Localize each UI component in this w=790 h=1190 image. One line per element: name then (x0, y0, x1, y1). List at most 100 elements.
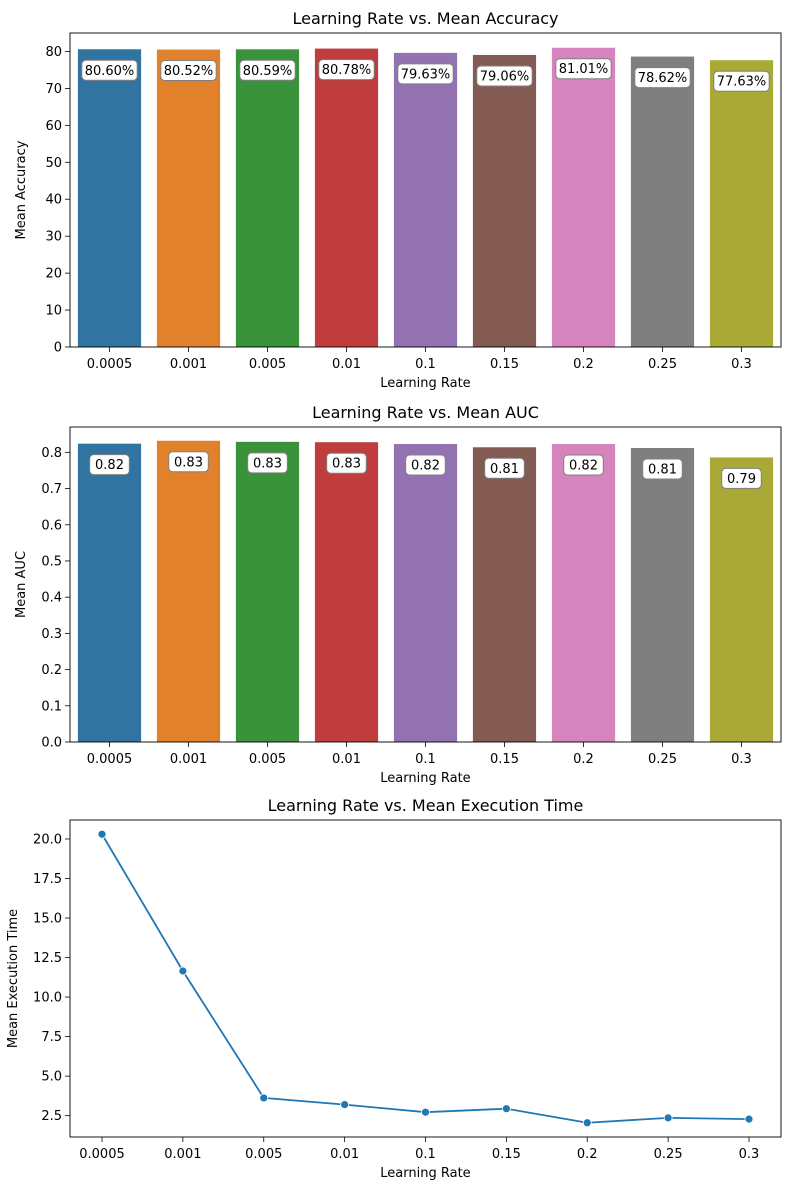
data-label: 81.01% (559, 62, 609, 77)
chart-title: Learning Rate vs. Mean Execution Time (268, 796, 584, 815)
y-tick-label: 10 (45, 304, 62, 319)
bar (314, 442, 379, 742)
y-tick-label: 5.0 (41, 1070, 62, 1085)
y-tick-label: 12.5 (33, 951, 62, 966)
x-tick-label: 0.1 (415, 1147, 436, 1162)
data-point (340, 1100, 350, 1109)
y-axis-label: Mean Accuracy (14, 140, 29, 239)
plot-frame (69, 819, 782, 1138)
y-tick-label: 0.3 (41, 627, 62, 642)
data-label-box (168, 451, 209, 473)
y-axis-label: Mean Execution Time (6, 909, 21, 1048)
y-tick-label: 10.0 (33, 991, 62, 1006)
y-tick-label: 17.5 (33, 872, 62, 887)
data-point (501, 1104, 511, 1114)
data-label-box (634, 67, 691, 89)
y-tick-label: 7.5 (41, 1030, 62, 1045)
data-label: 0.83 (174, 455, 203, 470)
x-tick-label: 0.01 (332, 752, 361, 767)
bar (472, 447, 537, 742)
data-label-box (160, 60, 217, 82)
data-label-box (713, 70, 770, 92)
x-tick-label: 0.1 (415, 357, 436, 372)
data-point (97, 829, 107, 839)
plot-frame (69, 32, 782, 348)
data-label-box (239, 59, 296, 81)
data-label-box (484, 457, 525, 479)
bar (235, 49, 300, 348)
y-tick-label: 0.6 (41, 518, 62, 533)
x-tick-label: 0.15 (490, 752, 519, 767)
data-label-box (476, 65, 533, 87)
chart-title: Learning Rate vs. Mean AUC (312, 403, 539, 422)
series-line (101, 833, 750, 1124)
data-point (744, 1114, 754, 1124)
bar (393, 52, 458, 348)
x-tick-label: 0.2 (577, 1147, 598, 1162)
bar (235, 441, 300, 742)
data-label: 0.79 (727, 472, 756, 487)
data-label: 80.60% (85, 64, 135, 79)
x-axis-label: Learning Rate (380, 1166, 470, 1181)
x-tick-label: 0.001 (170, 357, 207, 372)
bar (393, 444, 458, 742)
chart-title: Learning Rate vs. Mean Accuracy (292, 9, 558, 28)
bar (156, 49, 221, 347)
y-tick-label: 0.4 (41, 591, 62, 606)
bar (77, 443, 142, 742)
data-label: 79.63% (401, 67, 451, 82)
y-tick-label: 30 (45, 230, 62, 245)
x-tick-label: 0.25 (648, 752, 677, 767)
data-label: 0.81 (490, 462, 519, 477)
data-label: 78.62% (638, 71, 688, 86)
x-tick-label: 0.005 (249, 357, 286, 372)
data-label: 77.63% (717, 75, 767, 90)
y-tick-label: 80 (45, 45, 62, 60)
bar (472, 54, 537, 348)
x-tick-label: 0.3 (731, 752, 752, 767)
data-label-box (247, 452, 288, 474)
x-tick-label: 0.15 (492, 1147, 521, 1162)
bar (630, 56, 695, 347)
y-tick-label: 20 (45, 267, 62, 282)
y-tick-label: 60 (45, 119, 62, 134)
data-point (582, 1118, 592, 1128)
data-label: 0.81 (648, 463, 677, 478)
chart-panel-2: Learning Rate vs. Mean AUC 0.0 0.1 0.2 0.3 0.… (14, 403, 782, 786)
data-label: 0.82 (569, 459, 598, 474)
data-point (259, 1093, 269, 1103)
y-tick-label: 50 (45, 156, 62, 171)
data-label-box (81, 59, 138, 81)
y-tick-label: 0.5 (41, 554, 62, 569)
data-label: 0.83 (332, 457, 361, 472)
y-tick-label: 0.1 (41, 699, 62, 714)
data-label-box (563, 454, 604, 476)
data-label-box (555, 58, 612, 80)
data-label: 79.06% (480, 69, 530, 84)
x-tick-label: 0.25 (654, 1147, 683, 1162)
x-tick-label: 0.15 (490, 357, 519, 372)
data-label-box (642, 458, 683, 480)
y-tick-label: 40 (45, 193, 62, 208)
x-tick-label: 0.01 (332, 357, 361, 372)
x-axis-label: Learning Rate (380, 376, 470, 391)
bar (156, 440, 221, 742)
bar (630, 448, 695, 742)
x-tick-label: 0.2 (573, 752, 594, 767)
x-tick-label: 0.0005 (87, 752, 133, 767)
chart-panel-1: Learning Rate vs. Mean Accuracy 0 10 20 30 40… (14, 9, 782, 391)
bar (551, 47, 616, 347)
data-point (178, 966, 188, 976)
data-label-box (326, 452, 367, 474)
plot-frame (69, 426, 782, 743)
data-label-box (397, 63, 454, 85)
bar (551, 444, 616, 742)
data-label-box (318, 59, 375, 81)
bar (709, 457, 774, 742)
x-tick-label: 0.001 (170, 752, 207, 767)
data-point (663, 1113, 673, 1123)
y-tick-label: 0.8 (41, 446, 62, 461)
y-tick-label: 0 (54, 341, 62, 356)
data-point (421, 1107, 430, 1117)
